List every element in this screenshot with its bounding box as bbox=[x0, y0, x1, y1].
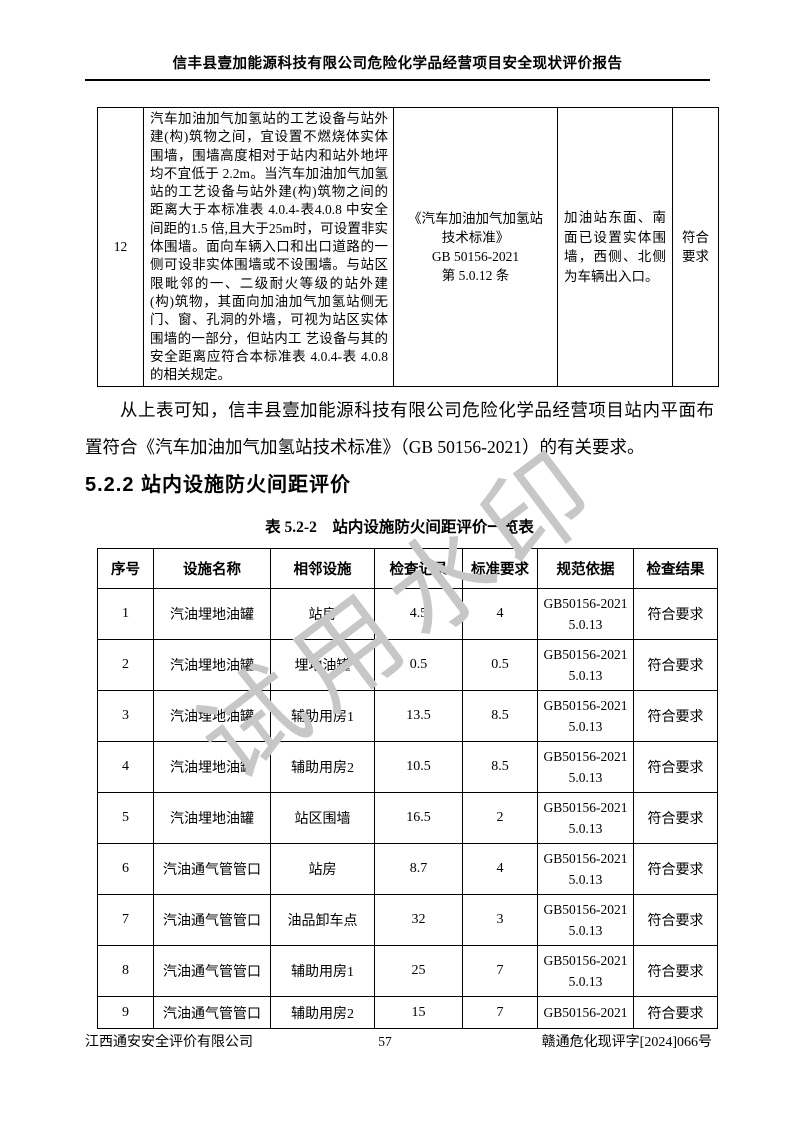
cell-basis: GB50156-2021 5.0.13 bbox=[537, 945, 634, 997]
cell-basis: GB50156-2021 5.0.13 bbox=[537, 894, 634, 946]
cell-seq: 3 bbox=[97, 690, 154, 742]
section-heading: 5.2.2 站内设施防火间距评价 bbox=[85, 474, 352, 496]
cell-seq: 6 bbox=[97, 843, 154, 895]
table-row: 2 汽油埋地油罐 埋地油罐 0.5 0.5 GB50156-2021 5.0.1… bbox=[97, 639, 718, 691]
cell-basis: GB50156-2021 5.0.13 bbox=[537, 639, 634, 691]
cell-basis: GB50156-2021 5.0.13 bbox=[537, 690, 634, 742]
cell-seq: 8 bbox=[97, 945, 154, 997]
cell-facility: 汽油通气管管口 bbox=[153, 894, 271, 946]
cell-adjacent: 站房 bbox=[270, 588, 375, 640]
cell-record: 32 bbox=[374, 894, 463, 946]
cell-standard: 7 bbox=[462, 996, 538, 1029]
cell-result: 符合要求 bbox=[633, 945, 718, 997]
cell-record: 10.5 bbox=[374, 741, 463, 793]
table-row: 9 汽油通气管管口 辅助用房2 15 7 GB50156-2021 符合要求 bbox=[97, 996, 718, 1029]
table-row: 5 汽油埋地油罐 站区围墙 16.5 2 GB50156-2021 5.0.13… bbox=[97, 792, 718, 844]
fire-distance-table: 序号 设施名称 相邻设施 检查记录 标准要求 规范依据 检查结果 1 汽油埋地油… bbox=[97, 548, 718, 1029]
cell-result: 符合要求 bbox=[672, 106, 719, 388]
table-row: 8 汽油通气管管口 辅助用房1 25 7 GB50156-2021 5.0.13… bbox=[97, 945, 718, 997]
cell-seq: 2 bbox=[97, 639, 154, 691]
table-row: 12 汽车加油加气加氢站的工艺设备与站外建(构)筑物之间，宜设置不燃烧体实体围墙… bbox=[97, 106, 719, 388]
page-number: 57 bbox=[378, 1034, 392, 1049]
col-header-facility: 设施名称 bbox=[153, 548, 271, 589]
col-header-record: 检查记录 bbox=[374, 548, 463, 589]
cell-basis: GB50156-2021 5.0.13 bbox=[537, 792, 634, 844]
table-caption: 表 5.2-2 站内设施防火间距评价一览表 bbox=[265, 519, 534, 536]
cell-adjacent: 辅助用房1 bbox=[270, 945, 375, 997]
cell-seq: 1 bbox=[97, 588, 154, 640]
cell-adjacent: 辅助用房2 bbox=[270, 741, 375, 793]
cell-requirement: 汽车加油加气加氢站的工艺设备与站外建(构)筑物之间，宜设置不燃烧体实体围墙，围墙… bbox=[143, 106, 394, 388]
cell-record: 0.5 bbox=[374, 639, 463, 691]
cell-basis: GB50156-2021 bbox=[537, 996, 634, 1029]
cell-adjacent: 辅助用房1 bbox=[270, 690, 375, 742]
cell-result: 符合要求 bbox=[633, 588, 718, 640]
cell-record: 加油站东面、南面已设置实体围墙，西侧、北侧为车辆出入口。 bbox=[557, 106, 673, 388]
cell-basis: 《汽车加油加气加氢站 技术标准》 GB 50156-2021 第 5.0.12 … bbox=[393, 106, 558, 388]
table-header-row: 序号 设施名称 相邻设施 检查记录 标准要求 规范依据 检查结果 bbox=[97, 548, 718, 589]
cell-adjacent: 站房 bbox=[270, 843, 375, 895]
cell-record: 15 bbox=[374, 996, 463, 1029]
cell-standard: 8.5 bbox=[462, 690, 538, 742]
cell-adjacent: 油品卸车点 bbox=[270, 894, 375, 946]
cell-basis: GB50156-2021 5.0.13 bbox=[537, 843, 634, 895]
col-header-result: 检查结果 bbox=[633, 548, 718, 589]
cell-standard: 7 bbox=[462, 945, 538, 997]
cell-seq: 5 bbox=[97, 792, 154, 844]
cell-record: 4.5 bbox=[374, 588, 463, 640]
cell-result: 符合要求 bbox=[633, 741, 718, 793]
cell-basis: GB50156-2021 5.0.13 bbox=[537, 741, 634, 793]
cell-facility: 汽油埋地油罐 bbox=[153, 639, 271, 691]
table-row: 7 汽油通气管管口 油品卸车点 32 3 GB50156-2021 5.0.13… bbox=[97, 894, 718, 946]
cell-basis: GB50156-2021 5.0.13 bbox=[537, 588, 634, 640]
cell-facility: 汽油埋地油罐 bbox=[153, 690, 271, 742]
footer-company: 江西通安安全评价有限公司 bbox=[85, 1035, 253, 1050]
cell-facility: 汽油埋地油罐 bbox=[153, 588, 271, 640]
cell-seq: 12 bbox=[97, 106, 144, 388]
table-row: 1 汽油埋地油罐 站房 4.5 4 GB50156-2021 5.0.13 符合… bbox=[97, 588, 718, 640]
col-header-seq: 序号 bbox=[97, 548, 154, 589]
cell-seq: 9 bbox=[97, 996, 154, 1029]
header-divider bbox=[85, 79, 710, 81]
cell-adjacent: 辅助用房2 bbox=[270, 996, 375, 1029]
cell-facility: 汽油通气管管口 bbox=[153, 945, 271, 997]
cell-record: 8.7 bbox=[374, 843, 463, 895]
cell-standard: 4 bbox=[462, 588, 538, 640]
cell-result: 符合要求 bbox=[633, 843, 718, 895]
col-header-adjacent: 相邻设施 bbox=[270, 548, 375, 589]
cell-standard: 0.5 bbox=[462, 639, 538, 691]
cell-facility: 汽油埋地油罐 bbox=[153, 792, 271, 844]
cell-result: 符合要求 bbox=[633, 690, 718, 742]
cell-facility: 汽油通气管管口 bbox=[153, 996, 271, 1029]
cell-result: 符合要求 bbox=[633, 792, 718, 844]
summary-paragraph: 从上表可知，信丰县壹加能源科技有限公司危险化学品经营项目站内平面布置符合《汽车加… bbox=[85, 400, 714, 457]
cell-standard: 8.5 bbox=[462, 741, 538, 793]
cell-adjacent: 站区围墙 bbox=[270, 792, 375, 844]
cell-standard: 4 bbox=[462, 843, 538, 895]
cell-facility: 汽油埋地油罐 bbox=[153, 741, 271, 793]
continuation-table: 12 汽车加油加气加氢站的工艺设备与站外建(构)筑物之间，宜设置不燃烧体实体围墙… bbox=[97, 106, 719, 388]
cell-record: 16.5 bbox=[374, 792, 463, 844]
cell-standard: 3 bbox=[462, 894, 538, 946]
col-header-standard: 标准要求 bbox=[462, 548, 538, 589]
table-row: 6 汽油通气管管口 站房 8.7 4 GB50156-2021 5.0.13 符… bbox=[97, 843, 718, 895]
table-row: 4 汽油埋地油罐 辅助用房2 10.5 8.5 GB50156-2021 5.0… bbox=[97, 741, 718, 793]
cell-record: 13.5 bbox=[374, 690, 463, 742]
cell-record: 25 bbox=[374, 945, 463, 997]
cell-result: 符合要求 bbox=[633, 639, 718, 691]
footer-doc-number: 赣通危化现评字[2024]066号 bbox=[541, 1035, 712, 1050]
cell-adjacent: 埋地油罐 bbox=[270, 639, 375, 691]
table-row: 3 汽油埋地油罐 辅助用房1 13.5 8.5 GB50156-2021 5.0… bbox=[97, 690, 718, 742]
col-header-basis: 规范依据 bbox=[537, 548, 634, 589]
cell-seq: 7 bbox=[97, 894, 154, 946]
cell-seq: 4 bbox=[97, 741, 154, 793]
cell-result: 符合要求 bbox=[633, 894, 718, 946]
cell-facility: 汽油通气管管口 bbox=[153, 843, 271, 895]
cell-standard: 2 bbox=[462, 792, 538, 844]
cell-result: 符合要求 bbox=[633, 996, 718, 1029]
page-header-title: 信丰县壹加能源科技有限公司危险化学品经营项目安全现状评价报告 bbox=[172, 56, 623, 72]
